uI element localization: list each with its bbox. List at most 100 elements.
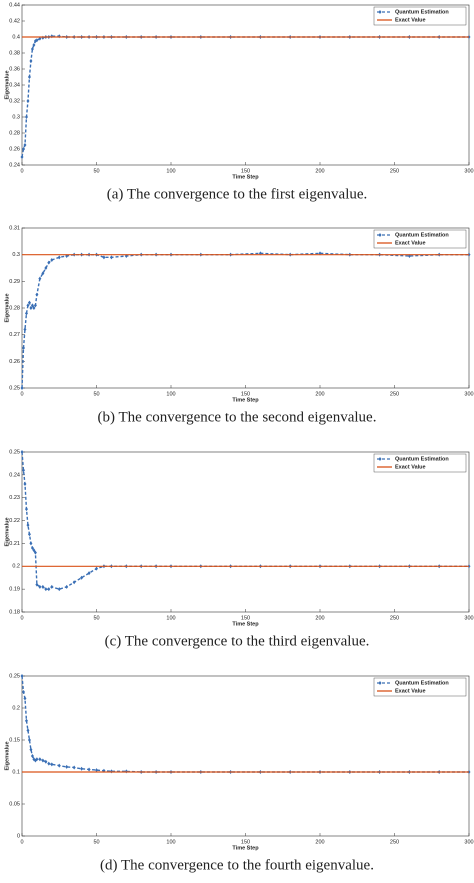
plot-area <box>21 4 470 166</box>
x-tick-label: 100 <box>166 839 175 845</box>
data-point <box>24 507 28 512</box>
data-point <box>50 584 54 589</box>
data-point <box>30 47 34 51</box>
data-point <box>26 303 30 308</box>
y-tick-label: 0.21 <box>9 541 20 547</box>
y-tick-label: 0.25 <box>9 449 20 455</box>
x-axis-label: Time Step <box>232 845 259 851</box>
x-tick-label: 0 <box>20 168 23 174</box>
x-tick-label: 300 <box>464 391 473 397</box>
data-point <box>109 255 113 260</box>
data-point <box>29 747 33 752</box>
data-point <box>72 765 76 770</box>
data-point <box>41 271 45 276</box>
data-point <box>32 43 36 47</box>
data-point <box>57 587 61 592</box>
x-tick-label: 50 <box>93 839 99 845</box>
y-tick-label: 0.25 <box>9 385 20 391</box>
plot-area <box>21 227 470 389</box>
x-tick-label: 100 <box>166 615 175 621</box>
plot-area <box>21 675 470 837</box>
data-point <box>24 115 28 119</box>
data-point <box>57 763 61 768</box>
data-point <box>44 266 48 270</box>
data-point <box>23 482 27 486</box>
y-tick-label: 0.44 <box>9 2 20 8</box>
data-point <box>21 468 25 473</box>
y-tick-label: 0.29 <box>9 279 20 285</box>
data-point <box>30 546 34 550</box>
legend-marker <box>378 233 382 237</box>
legend-marker <box>378 681 382 685</box>
data-point <box>38 584 42 589</box>
x-tick-label: 150 <box>241 839 250 845</box>
x-axis-label: Time Step <box>232 621 259 627</box>
legend-label: Exact Value <box>395 464 426 470</box>
y-tick-label: 0.3 <box>12 114 20 120</box>
data-point <box>27 75 31 79</box>
plot-area <box>21 451 470 613</box>
y-axis-label: Eigenvalue <box>4 70 10 99</box>
data-point <box>47 587 51 592</box>
x-tick-label: 150 <box>241 168 250 174</box>
data-point <box>24 311 28 316</box>
y-axis-label: Eigenvalue <box>4 741 10 770</box>
x-tick-label: 250 <box>390 615 399 621</box>
x-tick-label: 300 <box>464 615 473 621</box>
y-tick-label: 0.1 <box>12 769 20 775</box>
caption: (b) The convergence to the second eigenv… <box>98 409 377 425</box>
data-point <box>35 292 39 297</box>
caption: (d) The convergence to the fourth eigenv… <box>100 857 374 873</box>
y-tick-label: 0.15 <box>9 737 20 743</box>
x-tick-label: 250 <box>390 839 399 845</box>
data-point <box>87 767 91 772</box>
data-point <box>29 59 33 63</box>
x-tick-label: 200 <box>315 839 324 845</box>
data-point <box>20 386 24 390</box>
y-tick-label: 0.27 <box>9 332 20 338</box>
y-tick-label: 0.4 <box>12 34 20 40</box>
legend-label: Exact Value <box>395 17 426 23</box>
data-point <box>47 260 51 265</box>
legend-marker <box>378 10 382 14</box>
legend-label: Exact Value <box>395 240 426 246</box>
data-point <box>27 300 31 305</box>
data-point <box>26 523 30 528</box>
y-tick-label: 0.34 <box>9 82 20 88</box>
x-tick-label: 200 <box>315 168 324 174</box>
data-point <box>21 690 25 694</box>
data-point <box>23 143 27 147</box>
chart-panel: 0 0.05 0.1 0.15 0.2 0.25 0 50 100 150 200 250 300 Tim… <box>4 673 473 873</box>
data-point <box>80 575 84 580</box>
y-axis-label: Eigenvalue <box>4 517 10 546</box>
y-tick-label: 0.3 <box>12 252 20 258</box>
data-point <box>102 255 106 260</box>
y-tick-label: 0.2 <box>12 705 20 711</box>
data-point <box>41 584 45 589</box>
y-tick-label: 0.28 <box>9 130 20 136</box>
chart-panel: 0.18 0.19 0.2 0.21 0.22 0.23 0.24 0.25 0 50 100 150… <box>4 449 473 649</box>
legend-label: Quantum Estimation <box>395 680 449 686</box>
data-point <box>33 550 37 555</box>
data-point <box>50 258 54 262</box>
y-tick-label: 0.18 <box>9 609 20 615</box>
y-tick-label: 0.26 <box>9 359 20 365</box>
data-point <box>38 757 42 762</box>
data-point <box>35 582 39 587</box>
data-point <box>23 327 27 332</box>
legend-label: Quantum Estimation <box>395 232 449 238</box>
y-tick-label: 0.32 <box>9 98 20 104</box>
x-tick-label: 300 <box>464 168 473 174</box>
caption: (a) The convergence to the first eigenva… <box>107 186 368 202</box>
data-point <box>32 548 36 553</box>
data-point <box>65 584 69 589</box>
data-point <box>35 757 39 762</box>
y-tick-label: 0.2 <box>12 564 20 570</box>
x-tick-label: 50 <box>93 615 99 621</box>
data-point <box>29 541 33 546</box>
data-point <box>30 303 34 308</box>
y-tick-label: 0.31 <box>9 225 20 231</box>
y-tick-label: 0.38 <box>9 50 20 56</box>
data-point <box>65 764 69 769</box>
